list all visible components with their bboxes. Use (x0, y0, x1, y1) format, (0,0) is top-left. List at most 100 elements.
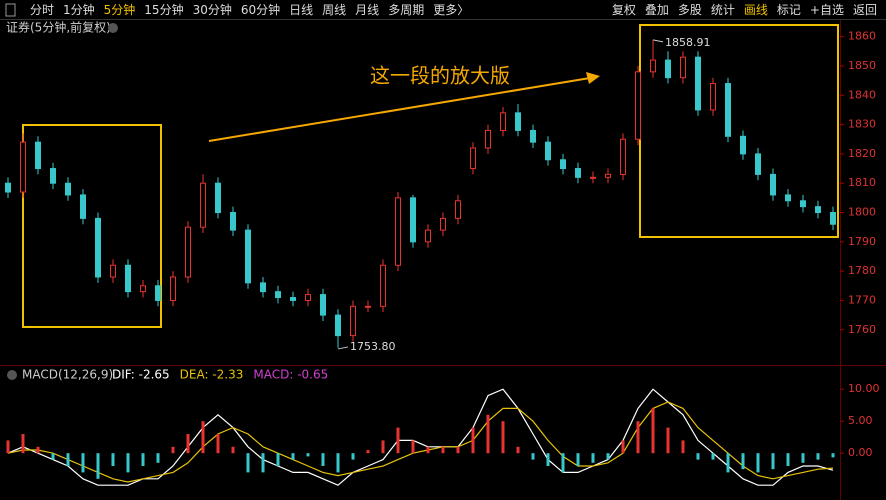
macd-bar (816, 453, 820, 460)
y-tick-label: 1810 (848, 176, 876, 189)
macd-bar (336, 453, 340, 473)
y-tick-label: 1770 (848, 293, 876, 306)
macd-bar (216, 434, 220, 454)
macd-bar (801, 453, 805, 463)
macd-bar (321, 453, 325, 466)
macd-bar (51, 453, 55, 460)
y-tick-label: 1840 (848, 88, 876, 101)
macd-bar (171, 446, 175, 454)
candle-body (200, 182, 206, 228)
candle-body (410, 197, 416, 243)
period-tab[interactable]: 15分钟 (144, 3, 184, 17)
tool-tab[interactable]: 返回 (852, 3, 877, 17)
macd-bar (276, 453, 280, 466)
candle-body (365, 305, 371, 308)
candle-body (5, 182, 11, 193)
macd-bar (201, 421, 205, 454)
macd-bar (726, 453, 730, 473)
period-tab[interactable]: 周线 (322, 3, 347, 17)
macd-bar (471, 427, 475, 454)
candle-body (215, 182, 221, 214)
macd-bar (636, 421, 640, 454)
candle-body (20, 141, 26, 193)
candle-body (320, 294, 326, 316)
y-tick-label: 1860 (848, 30, 876, 43)
y-tick-label: 1780 (848, 264, 876, 277)
macd-bar (456, 446, 460, 454)
candle-body (335, 314, 341, 337)
macd-bar (711, 453, 715, 460)
candle-body (515, 112, 521, 131)
candle-body (710, 83, 716, 111)
tool-tab[interactable]: 复权 (611, 3, 636, 17)
period-tabs: 分时 1分钟 5分钟 15分钟 30分钟 60分钟 日线 周线 月线 多周期 更多〉 (0, 1, 478, 18)
tool-tab[interactable]: 统计 (710, 3, 735, 17)
tool-tab[interactable]: 叠加 (644, 3, 669, 17)
macd-bar (6, 440, 10, 454)
macd-bar (366, 450, 370, 454)
macd-title: MACD(12,26,9) (22, 368, 113, 382)
y-tick-label: 1820 (848, 147, 876, 160)
candle-body (500, 112, 506, 131)
candle-body (305, 294, 311, 301)
macd-bar (36, 446, 40, 454)
candle-body (740, 135, 746, 155)
tool-tab[interactable]: 标记 (776, 3, 801, 17)
macd-bar (141, 453, 145, 466)
candle-body (560, 159, 566, 170)
macd-bar (576, 453, 580, 466)
toolbar: 分时 1分钟 5分钟 15分钟 30分钟 60分钟 日线 周线 月线 多周期 更多〉 复权 叠加 多股统… (0, 0, 886, 20)
macd-bar (501, 421, 505, 454)
legend-entry: DIF: -2.65 (112, 368, 170, 382)
macd-bar (756, 453, 760, 473)
chart-title: 证券(5分钟,前复权) (6, 20, 111, 35)
macd-bar (486, 414, 490, 454)
candle-body (110, 264, 116, 278)
macd-bar (21, 434, 25, 454)
max-label: 1858.91 (665, 36, 711, 49)
period-tab[interactable]: 5分钟 (103, 3, 136, 17)
tool-tab[interactable]: +自选 (809, 3, 844, 17)
period-tab[interactable]: 60分钟 (240, 3, 281, 17)
candle-body (830, 212, 836, 225)
candle-body (545, 141, 551, 161)
tool-tabs: 复权 叠加 多股 统计 画线 标记 +自选 返回 (612, 1, 886, 18)
macd-bar (651, 408, 655, 454)
period-tab[interactable]: 多周期 (388, 3, 425, 17)
candle-body (470, 147, 476, 170)
period-tab[interactable]: 分时 (30, 3, 55, 17)
min-label: 1753.80 (350, 340, 396, 353)
macd-bar (621, 440, 625, 454)
candle-body (590, 176, 596, 179)
macd-bar (681, 440, 685, 454)
period-tab[interactable]: 日线 (289, 3, 314, 17)
y-tick-label: 1830 (848, 118, 876, 131)
candle-body (605, 173, 611, 178)
candle-body (65, 182, 71, 196)
period-tab[interactable]: 30分钟 (192, 3, 232, 17)
candle-body (665, 59, 671, 79)
period-tab[interactable]: 更多〉 (433, 3, 470, 17)
arrow (208, 77, 591, 142)
candle-body (635, 71, 641, 140)
candle-body (260, 282, 266, 293)
period-tab[interactable]: 月线 (355, 3, 380, 17)
tool-tab[interactable]: 画线 (743, 3, 768, 17)
candle-body (290, 297, 296, 301)
macd-bar (381, 440, 385, 454)
macd-bar (606, 453, 610, 460)
macd-bar (591, 453, 595, 463)
macd-bar (126, 453, 130, 473)
candle-body (815, 206, 821, 214)
macd-bar (231, 446, 235, 454)
macd-bar (561, 453, 565, 473)
macd-bar (531, 453, 535, 460)
macd-bar (696, 453, 700, 460)
max-pointer (652, 39, 664, 43)
period-tab[interactable]: 1分钟 (63, 3, 95, 17)
candle-body (230, 212, 236, 231)
arrow-head (586, 72, 600, 84)
tool-tab[interactable]: 多股 (677, 3, 702, 17)
